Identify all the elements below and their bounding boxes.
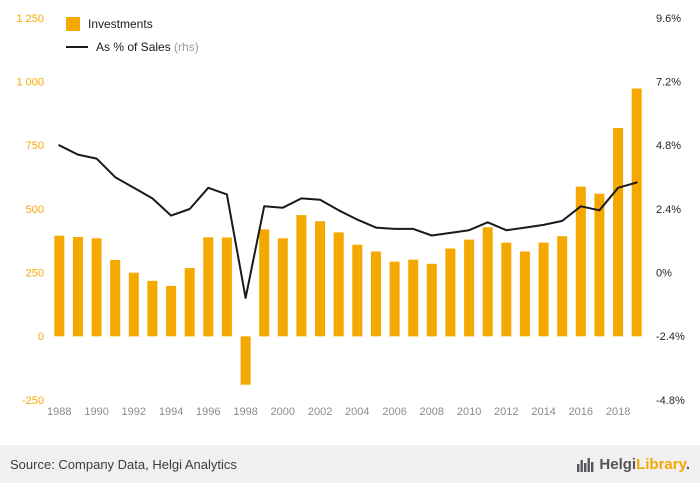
investment-bar <box>408 259 419 337</box>
x-axis-tick: 2016 <box>569 406 593 418</box>
right-axis-tick: 4.8% <box>656 140 681 152</box>
left-axis-tick: -250 <box>22 395 44 407</box>
legend-label-investments: Investments <box>88 17 153 31</box>
investment-bar <box>184 268 195 337</box>
investment-bar <box>631 88 642 337</box>
right-axis-tick: 7.2% <box>656 77 681 89</box>
legend-item-investments: Investments <box>66 17 199 31</box>
helgi-library-logo: HelgiLibrary. <box>577 456 690 473</box>
investment-bar <box>54 235 65 337</box>
x-axis-tick: 1988 <box>47 406 71 418</box>
right-axis-tick: -2.4% <box>656 331 685 343</box>
investment-bar <box>72 237 83 337</box>
investment-bar <box>333 232 344 337</box>
left-axis-tick: 0 <box>38 331 44 343</box>
investment-bar <box>538 242 549 337</box>
footer: Source: Company Data, Helgi Analytics He… <box>0 445 700 483</box>
investment-bar <box>166 285 177 337</box>
investment-bar <box>501 242 512 337</box>
investment-bar <box>240 336 251 385</box>
investment-bar <box>426 263 437 337</box>
x-axis-tick: 1994 <box>159 406 183 418</box>
x-axis-tick: 2012 <box>494 406 518 418</box>
pct-line-swatch-icon <box>66 46 88 48</box>
investment-bar <box>389 261 400 337</box>
investments-swatch-icon <box>66 17 80 31</box>
investments-chart: 1 250 1 000 750 500 250 0 -250 9.6% 7.2% 4.8% 2.4%… <box>16 13 685 418</box>
investment-bar <box>352 244 363 337</box>
investment-bar <box>315 221 326 337</box>
investment-bar <box>221 237 232 337</box>
legend-item-pct: As % of Sales (rhs) <box>66 40 199 54</box>
left-axis-tick: 500 <box>26 204 44 216</box>
investment-bar <box>296 215 307 337</box>
left-axis-tick: 750 <box>26 140 44 152</box>
legend-label-pct: As % of Sales (rhs) <box>96 40 199 54</box>
investment-bar <box>575 186 586 337</box>
x-axis-tick: 2004 <box>345 406 369 418</box>
left-axis-tick: 1 250 <box>16 13 44 25</box>
brand-text: HelgiLibrary. <box>599 455 690 473</box>
right-axis-tick: 2.4% <box>656 204 681 216</box>
investment-bar <box>464 239 475 337</box>
x-axis-tick: 1992 <box>122 406 146 418</box>
right-axis-tick: 0% <box>656 268 672 280</box>
x-axis-tick: 2018 <box>606 406 630 418</box>
right-axis-tick: -4.8% <box>656 395 685 407</box>
legend-rhs-note: (rhs) <box>174 40 199 54</box>
left-axis-tick: 1 000 <box>16 77 44 89</box>
left-axis-tick: 250 <box>26 268 44 280</box>
investment-bar <box>277 238 288 337</box>
x-axis-tick: 2006 <box>382 406 406 418</box>
investment-bar <box>445 248 456 337</box>
investment-bar <box>91 238 102 337</box>
chart-area: 1 250 1 000 750 500 250 0 -250 9.6% 7.2% 4.8% 2.4%… <box>16 13 685 418</box>
investment-bar <box>203 237 214 337</box>
x-axis-tick: 1998 <box>233 406 257 418</box>
investment-bar <box>613 128 624 337</box>
x-axis-tick: 1990 <box>84 406 108 418</box>
x-axis-tick: 2008 <box>420 406 444 418</box>
investment-bar <box>370 251 381 337</box>
x-axis-tick: 2010 <box>457 406 481 418</box>
source-text: Source: Company Data, Helgi Analytics <box>10 456 237 472</box>
x-axis-tick: 2000 <box>271 406 295 418</box>
investment-bar <box>557 236 568 337</box>
x-axis-tick: 2014 <box>531 406 555 418</box>
legend: Investments As % of Sales (rhs) <box>66 17 199 54</box>
investment-bar <box>147 280 158 337</box>
x-axis-tick: 2002 <box>308 406 332 418</box>
investment-bar <box>259 229 270 337</box>
investment-bar <box>594 193 605 337</box>
investment-bar <box>128 272 139 337</box>
helgi-bars-icon <box>577 458 594 472</box>
right-axis-tick: 9.6% <box>656 13 681 25</box>
investment-bar <box>482 227 493 337</box>
pct-of-sales-line <box>58 144 638 299</box>
investment-bar <box>519 251 530 337</box>
x-axis-tick: 1996 <box>196 406 220 418</box>
investment-bar <box>110 259 121 337</box>
